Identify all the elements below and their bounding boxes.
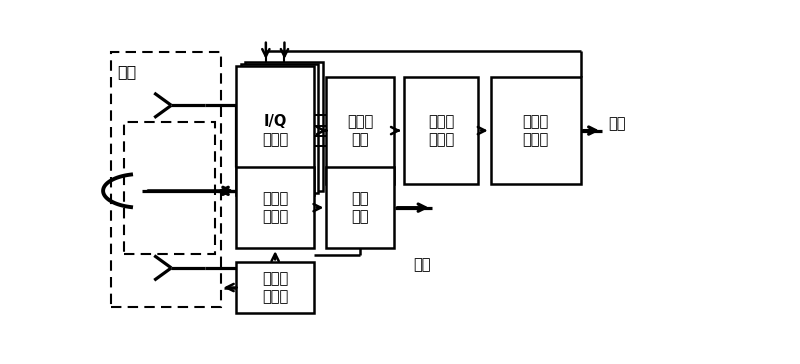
Bar (237, 262, 314, 313)
Text: 天线: 天线 (118, 64, 137, 79)
Bar (111, 52, 221, 307)
Text: 旋转控
制机构: 旋转控 制机构 (262, 271, 288, 304)
Bar (123, 122, 214, 254)
Bar (326, 167, 394, 248)
Text: 定标
单元: 定标 单元 (352, 191, 369, 224)
Text: 数据处
理单元: 数据处 理单元 (522, 114, 549, 147)
Text: 输出: 输出 (608, 116, 626, 131)
Text: 相关器
组件: 相关器 组件 (347, 114, 374, 147)
Text: I/Q
接收机: I/Q 接收机 (262, 114, 288, 147)
Bar (245, 62, 322, 191)
Bar (326, 77, 394, 184)
Bar (237, 66, 314, 195)
Bar (237, 167, 314, 248)
Text: 输出: 输出 (413, 258, 430, 273)
Text: 多通道
接收机: 多通道 接收机 (262, 191, 288, 224)
Bar (241, 64, 318, 193)
Bar (490, 77, 581, 184)
Text: 校准定
标单元: 校准定 标单元 (428, 114, 454, 147)
Bar (404, 77, 478, 184)
